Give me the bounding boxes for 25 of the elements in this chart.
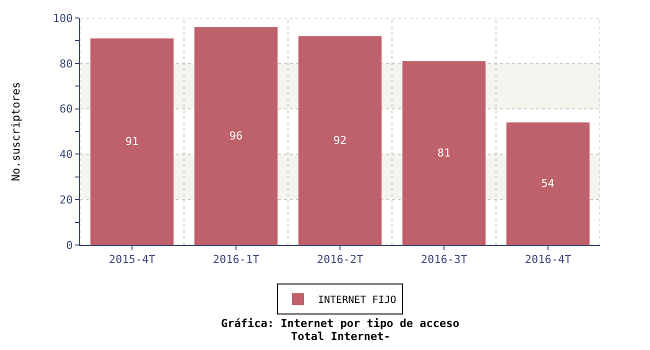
y-tick-label: 80 [60, 57, 73, 70]
y-tick-label: 0 [66, 238, 73, 252]
y-tick-label: 40 [60, 148, 73, 162]
x-tick-label: 2016-1T [212, 253, 260, 266]
bar [90, 38, 174, 245]
bar [194, 27, 278, 245]
x-tick-label: 2016-2T [316, 253, 364, 266]
y-tick-label: 60 [60, 102, 73, 116]
y-axis-title: No.suscriptores [10, 82, 23, 182]
x-tick-label: 2016-4T [524, 253, 572, 266]
data-label: 96 [229, 130, 243, 143]
bar [402, 61, 486, 245]
text: Total Internet- [291, 330, 390, 343]
data-label: 92 [333, 134, 347, 148]
legend-label: INTERNET FIJO [318, 294, 396, 306]
x-tick-label: 2015-4T [108, 253, 156, 266]
y-tick-label: 100 [52, 12, 73, 25]
x-tick-label: 2016-3T [420, 253, 468, 266]
data-label: 54 [541, 177, 555, 190]
data-label: 81 [437, 146, 451, 160]
text: Gráfica: Internet por tipo de acceso [221, 317, 460, 330]
bar [298, 36, 382, 245]
data-label: 91 [125, 135, 139, 148]
bar [506, 122, 590, 245]
y-tick-label: 20 [60, 193, 73, 206]
